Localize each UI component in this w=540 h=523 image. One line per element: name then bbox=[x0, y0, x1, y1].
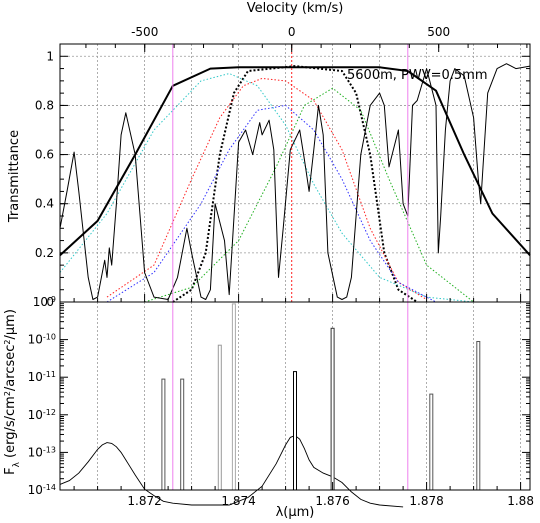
x-tick-label: 1.872 bbox=[127, 494, 161, 508]
x-tick-label: 1.876 bbox=[315, 494, 349, 508]
series-red-dotted bbox=[106, 77, 427, 300]
axis-ticks bbox=[60, 44, 530, 491]
log-tick-label: 10-11 bbox=[28, 370, 56, 385]
wavelength-markers bbox=[172, 44, 409, 490]
velocity-tick-label: -500 bbox=[131, 25, 158, 39]
velocity-tick-label: 0 bbox=[288, 25, 296, 39]
y-tick-label: 0.2 bbox=[35, 246, 54, 260]
series-cyan-dotted bbox=[59, 73, 474, 303]
annotation-site: 5600m, PWV=0.5mm bbox=[347, 68, 488, 83]
series-narrow-black-dotted bbox=[172, 65, 418, 303]
emission-line-bar bbox=[429, 393, 434, 491]
log-tick-label: 10-14 bbox=[28, 483, 56, 498]
bottom-panel-series bbox=[59, 303, 481, 508]
emission-line-bar bbox=[217, 344, 222, 491]
emission-line-bar bbox=[180, 378, 185, 491]
y-tick-label: 0.6 bbox=[35, 148, 54, 162]
axis-labels: 0 0.2 0.4 0.6 0.8 1 -500 0 500 1.872 1.874 1.876 1.8… bbox=[3, 25, 534, 508]
top-panel-series bbox=[59, 63, 531, 303]
x-tick-label: 1.88 bbox=[507, 494, 534, 508]
y-tick-label: 0 bbox=[46, 295, 54, 309]
log-tick-label: 10-13 bbox=[28, 445, 56, 460]
series-blue-dotted bbox=[106, 104, 437, 303]
log-tick-label: 10-9 bbox=[33, 295, 56, 310]
emission-line-bar bbox=[476, 341, 481, 491]
y-tick-label: 1 bbox=[46, 49, 54, 63]
emission-line-bar bbox=[330, 327, 335, 491]
log-tick-label: 10-10 bbox=[28, 332, 56, 347]
bottom-panel-grid bbox=[97, 302, 521, 490]
series-broad-black-filter bbox=[59, 66, 531, 257]
velocity-tick-label: 500 bbox=[427, 25, 450, 39]
emission-line-bar bbox=[231, 303, 236, 491]
series-atmospheric-transmission bbox=[59, 63, 531, 300]
x-tick-label: 1.874 bbox=[221, 494, 255, 508]
bottom-x-axis-title: λ(μm) bbox=[276, 505, 315, 520]
emission-line-bar bbox=[293, 371, 297, 491]
bottom-y-axis-title: Fλ (erg/s/cm2/arcsec2/μm) bbox=[3, 309, 23, 475]
top-axis-title: Velocity (km/s) bbox=[247, 1, 344, 16]
y-tick-label: 0.4 bbox=[35, 197, 54, 211]
top-panel-grid bbox=[60, 44, 530, 303]
log-tick-label: 10-12 bbox=[28, 407, 56, 422]
bottom-panel-frame bbox=[59, 301, 531, 491]
x-tick-label: 1.878 bbox=[409, 494, 443, 508]
emission-line-bar bbox=[161, 378, 166, 491]
top-y-axis-title: Transmittance bbox=[7, 130, 22, 223]
panel-frames bbox=[59, 43, 531, 491]
series-green-dotted bbox=[144, 87, 474, 303]
y-tick-label: 0.8 bbox=[35, 98, 54, 112]
